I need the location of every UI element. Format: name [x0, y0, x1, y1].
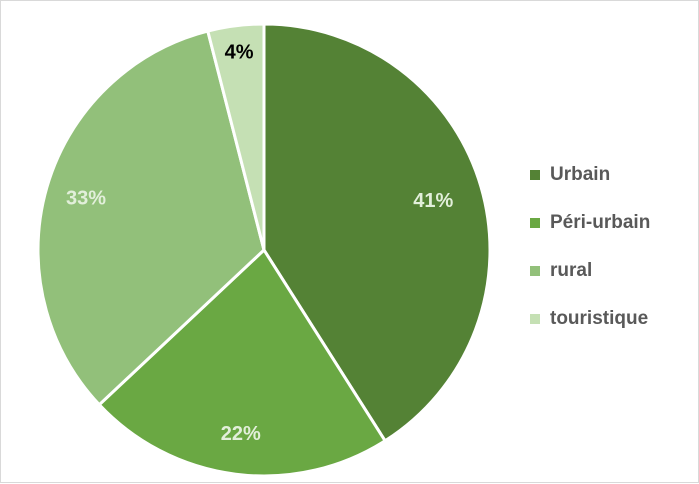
data-label-urbain: 41%	[413, 190, 453, 212]
legend-swatch	[530, 218, 540, 228]
legend-swatch	[530, 266, 540, 276]
legend-label: rural	[550, 260, 593, 281]
legend-label: Urbain	[550, 164, 611, 185]
legend-item-rural: rural	[530, 259, 650, 283]
data-label-touristique: 4%	[225, 42, 254, 64]
legend-swatch	[530, 314, 540, 324]
legend-item-p-ri-urbain: Péri-urbain	[530, 211, 650, 235]
pie-slice-touristique	[205, 22, 266, 251]
legend-item-touristique: touristique	[530, 307, 650, 331]
legend-item-urbain: Urbain	[530, 163, 650, 187]
legend-label: Péri-urbain	[550, 212, 651, 233]
chart-legend: Urbain Péri-urbain rural touristique	[530, 163, 650, 355]
data-label-rural: 33%	[66, 187, 106, 209]
legend-label: touristique	[550, 308, 649, 329]
pie-slice-p-ri-urbain	[97, 247, 388, 478]
data-label-p-ri-urbain: 22%	[221, 423, 261, 445]
pie-slice-rural	[36, 29, 266, 407]
legend-swatch	[530, 170, 540, 180]
